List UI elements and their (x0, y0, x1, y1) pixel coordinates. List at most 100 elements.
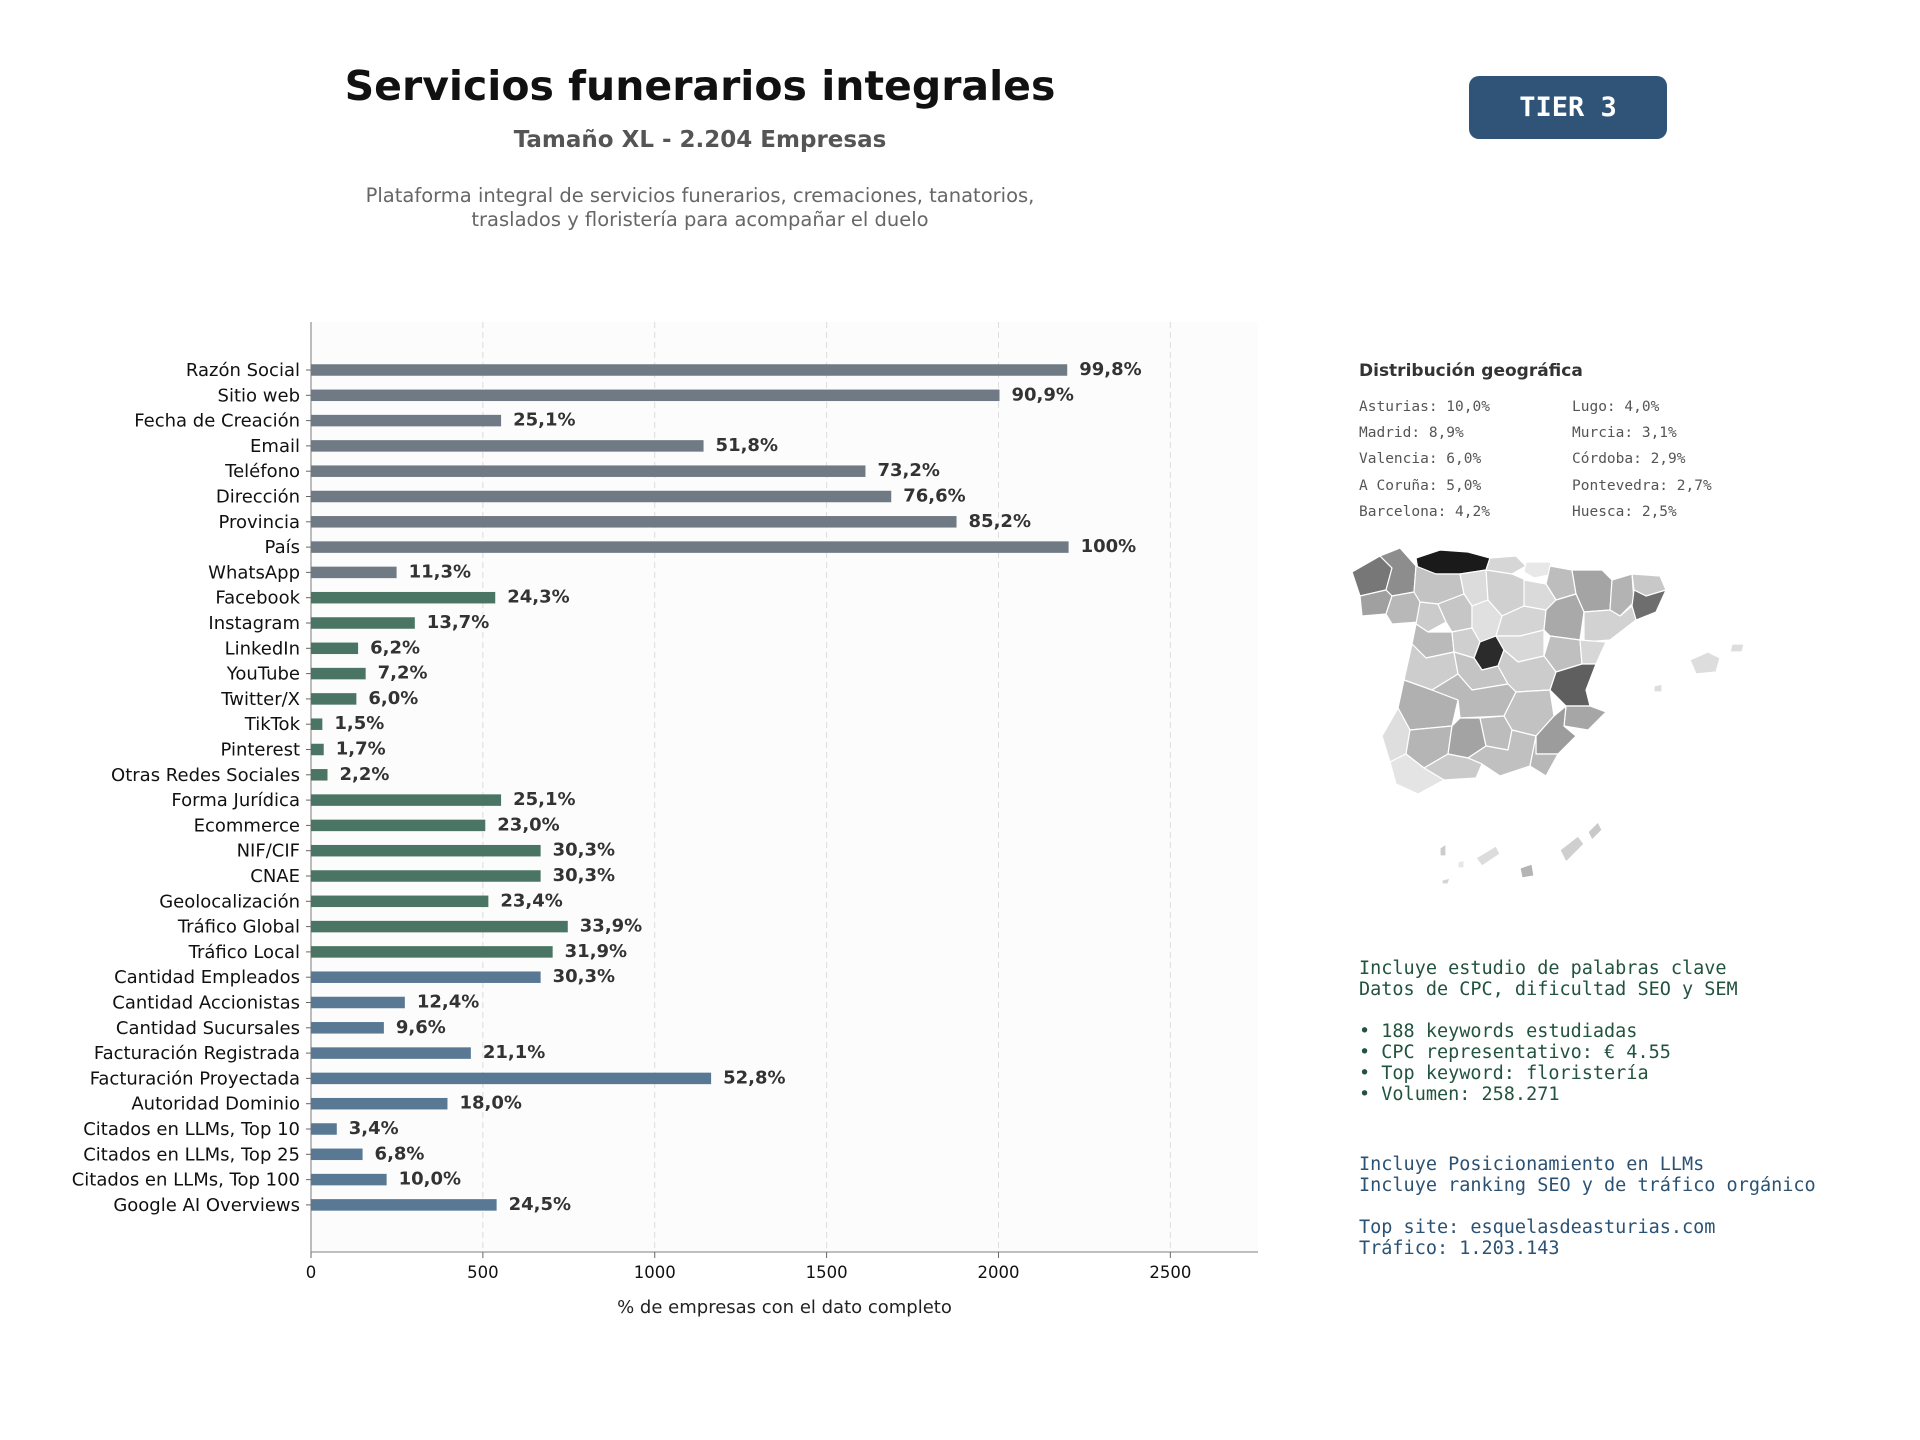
keywords-line: • CPC representativo: € 4.55 (1359, 1042, 1671, 1063)
data-label: 100% (1081, 536, 1137, 557)
map-region-almeria (1529, 735, 1559, 777)
data-label: 3,4% (349, 1118, 399, 1139)
bar (311, 440, 704, 452)
bar (311, 516, 957, 528)
data-label: 24,5% (509, 1194, 571, 1215)
data-label: 10,0% (399, 1169, 461, 1190)
keywords-line: • Top keyword: floristería (1359, 1063, 1649, 1084)
geo-item: A Coruña: 5,0% (1359, 477, 1482, 494)
data-label: 73,2% (877, 460, 939, 481)
data-label: 25,1% (513, 410, 575, 431)
map-region-cantabria (1485, 555, 1527, 575)
y-tick-label: Citados en LLMs, Top 25 (83, 1144, 300, 1165)
y-tick-label: Otras Redes Sociales (111, 765, 300, 786)
y-tick-label: Twitter/X (220, 689, 300, 710)
x-tick-label: 500 (467, 1263, 499, 1282)
y-tick-label: Facebook (215, 588, 300, 609)
bar (311, 1123, 337, 1135)
description-line-2: traslados y floristería para acompañar e… (471, 208, 929, 231)
page-title: Servicios funerarios integrales (344, 62, 1056, 110)
bar (311, 946, 553, 958)
y-tick-label: País (265, 537, 300, 558)
y-tick-label: Provincia (218, 512, 300, 533)
data-label: 11,3% (409, 561, 471, 582)
bar (311, 465, 866, 477)
llm-line: Tráfico: 1.203.143 (1359, 1238, 1560, 1259)
keywords-line: Incluye estudio de palabras clave (1359, 958, 1727, 979)
map-region-zaragoza (1543, 593, 1585, 641)
map-region-pais-vasco (1523, 561, 1555, 579)
bar (311, 844, 541, 857)
y-tick-label: Geolocalización (159, 891, 300, 912)
data-label: 30,3% (553, 966, 615, 987)
y-tick-label: Facturación Registrada (94, 1043, 300, 1064)
bar (311, 389, 1000, 402)
data-label: 24,3% (507, 587, 569, 608)
bar (311, 364, 1068, 376)
data-label: 30,3% (553, 840, 615, 861)
map-region-la-palma (1439, 843, 1447, 857)
data-label: 1,7% (336, 739, 386, 760)
y-tick-label: Sitio web (218, 385, 300, 406)
map-region-gran-canaria (1519, 863, 1535, 879)
keywords-line: • Volumen: 258.271 (1359, 1084, 1560, 1105)
llm-line (1359, 1196, 1816, 1217)
bar (311, 794, 502, 806)
y-tick-label: LinkedIn (225, 638, 300, 659)
map-region-lleida (1609, 573, 1635, 617)
x-tick-label: 2000 (977, 1263, 1019, 1282)
geo-item: Valencia: 6,0% (1359, 451, 1482, 468)
geo-item: Barcelona: 4,2% (1359, 503, 1490, 520)
bar (311, 414, 502, 427)
bar (311, 566, 397, 579)
spain-map (1351, 547, 1745, 885)
bar (311, 718, 323, 730)
y-tick-label: Cantidad Empleados (114, 967, 300, 988)
bar (311, 1173, 387, 1186)
keywords-info: Incluye estudio de palabras clave Datos d… (1359, 958, 1738, 1105)
y-tick-label: CNAE (250, 866, 300, 887)
y-tick-label: Cantidad Sucursales (116, 1018, 300, 1039)
y-tick-label: Instagram (208, 613, 300, 634)
geo-item: Murcia: 3,1% (1572, 425, 1677, 442)
geo-item: Pontevedra: 2,7% (1572, 477, 1712, 494)
bar (311, 1148, 363, 1161)
bar (311, 920, 568, 933)
y-tick-label: Citados en LLMs, Top 10 (83, 1119, 300, 1140)
map-region-la-gomera (1457, 859, 1465, 869)
y-tick-label: Ecommerce (194, 815, 300, 836)
bar (311, 667, 366, 680)
y-tick-label: Dirección (216, 487, 300, 508)
bar (311, 743, 324, 756)
bar (311, 769, 328, 781)
y-tick-label: Teléfono (224, 461, 300, 482)
y-tick-label: Google AI Overviews (113, 1195, 300, 1216)
bar (311, 870, 541, 882)
llm-info: Incluye Posicionamiento en LLMs Incluye r… (1359, 1154, 1816, 1259)
data-label: 2,2% (339, 764, 389, 785)
data-label: 6,0% (368, 688, 418, 709)
bar-chart: Razón Social 99,8% Sitio web 90,9% Fecha de … (72, 322, 1258, 1318)
data-label: 99,8% (1079, 359, 1141, 380)
data-label: 12,4% (417, 992, 479, 1013)
keywords-line: Datos de CPC, dificultad SEO y SEM (1359, 979, 1738, 1000)
llm-line: Top site: esquelasdeasturias.com (1359, 1217, 1716, 1238)
data-label: 6,2% (370, 637, 420, 658)
page-subtitle: Tamaño XL - 2.204 Empresas (513, 127, 887, 153)
map-region-menorca (1729, 643, 1745, 653)
page-description: Plataforma integral de servicios funerar… (250, 184, 1150, 232)
y-tick-label: Pinterest (220, 740, 300, 761)
bar (311, 1047, 471, 1059)
bar (311, 490, 892, 503)
bar (311, 1097, 448, 1110)
data-label: 90,9% (1012, 384, 1074, 405)
bar (311, 693, 357, 705)
map-region-el-hierro (1441, 877, 1451, 885)
map-region-zamora (1415, 601, 1447, 633)
bar (311, 895, 489, 908)
data-label: 9,6% (396, 1017, 446, 1038)
y-tick-label: Facturación Proyectada (90, 1068, 300, 1089)
x-tick-label: 2500 (1149, 1263, 1191, 1282)
y-tick-label: Email (250, 436, 300, 457)
llm-line: Incluye Posicionamiento en LLMs (1359, 1154, 1705, 1175)
